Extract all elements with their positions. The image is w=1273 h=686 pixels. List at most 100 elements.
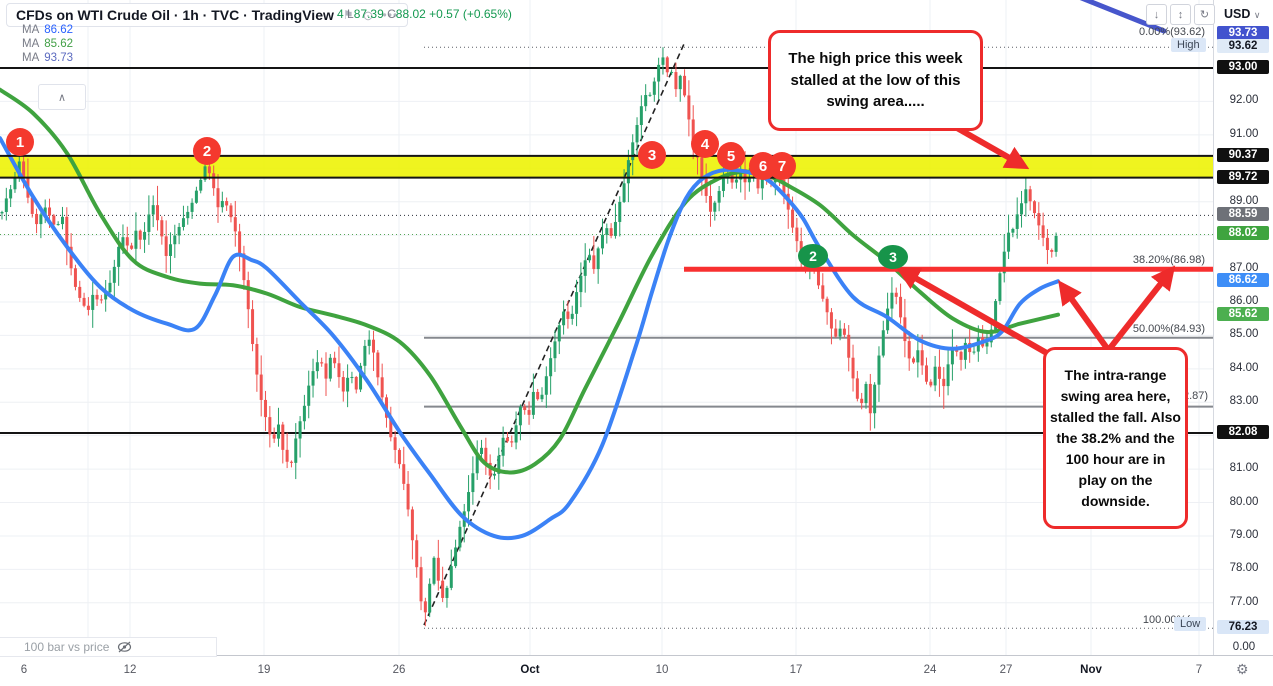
price-badge: 82.08 [1217,425,1269,439]
fib-label: 50.00%(84.93) [1133,323,1205,335]
bars-vs-price-label: 100 bar vs price [24,640,110,654]
callout-text: The intra-range swing area here, stalled… [1050,366,1181,509]
down-arrow-icon: ↓ [1153,8,1160,21]
eye-off-icon [118,641,132,653]
time-tick: 19 [257,664,271,676]
price-tick: 77.00 [1229,595,1259,608]
yellow-swing-area-band [0,155,1213,178]
time-tick: Nov [1080,664,1102,676]
ma-legend-row-3[interactable]: MA 93.73 [22,52,73,64]
ma-slow-line [0,87,1060,475]
time-tick: 17 [789,664,803,676]
time-tick: 6 [20,664,28,676]
reset-chart-button[interactable]: ↻ [1194,4,1215,25]
ohlc-change: +0.57 (+0.65%) [429,7,512,21]
time-tick: 12 [123,664,137,676]
symbol-title-pill[interactable]: CFDs on WTI Crude Oil · 1h · TVC · Tradi… [6,3,409,27]
red-number-marker [768,152,796,180]
flag-icon[interactable]: ⚑ [342,8,354,22]
price-tick: 84.00 [1229,361,1259,374]
green-number-marker [798,244,828,268]
maximize-button[interactable]: ↕ [1170,4,1191,25]
price-tick: 0.00 [1232,641,1256,653]
price-tick: 80.00 [1229,495,1259,508]
price-badge: 93.73 [1217,26,1269,40]
fib-label: 38.20%(86.98) [1133,254,1205,266]
price-badge: 88.02 [1217,226,1269,241]
bars-vs-price-toggle[interactable]: 100 bar vs price [0,637,217,657]
price-tick: 87.00 [1229,261,1259,274]
symbol-title: CFDs on WTI Crude Oil · 1h · TVC · Tradi… [16,7,334,23]
svg-text:2: 2 [809,248,817,264]
svg-text:3: 3 [648,147,656,164]
green-number-marker [878,245,908,269]
candles-layer [0,47,1058,627]
ohlc-high-tail: 4 [337,7,344,21]
ma-label: MA [22,24,40,36]
ma-value: 85.62 [44,38,74,50]
svg-text:6: 6 [759,158,767,175]
price-badge: 93.62 [1217,39,1269,53]
ohlc-close-value: 88.02 [395,7,426,21]
red-number-marker [717,142,745,170]
ma-label: MA [22,38,40,50]
dashed-trendline [423,43,685,626]
price-badge: 86.62 [1217,273,1269,288]
ma-legend-row-1[interactable]: MA 86.62 [22,24,73,36]
legend-collapse-button[interactable]: ∧ [38,84,86,110]
price-tick: 83.00 [1229,395,1259,408]
callout-text: The high price this week stalled at the … [788,49,963,111]
ma-value: 93.73 [44,52,74,64]
annotation-callout-high[interactable]: The high price this week stalled at the … [768,30,983,131]
annotation-arrow [895,266,1054,359]
price-tick: 81.00 [1229,462,1259,475]
currency-label: USD [1224,7,1251,21]
price-chart-canvas[interactable]: 0.00%(93.62) 38.20%(86.98) 50.00%(84.93) 2.… [0,0,1213,655]
ohlc-low-key: L [347,7,354,21]
reset-icon: ↻ [1199,9,1210,21]
annotation-callout-swing[interactable]: The intra-range swing area here, stalled… [1043,347,1188,529]
time-tick: 26 [392,664,406,676]
red-number-marker [6,128,34,156]
more-options-icon[interactable]: ••• [382,8,399,22]
time-scale-axis[interactable]: 6 12 19 26 Oct 10 17 24 27 Nov 7 [0,655,1273,686]
price-badge: 85.62 [1217,306,1269,321]
time-tick: 10 [655,664,669,676]
chevron-down-icon: ∨ [1253,10,1261,20]
annotation-arrow [1058,280,1112,353]
ma-label: MA [22,52,40,64]
red-number-marker [638,141,666,169]
svg-text:5: 5 [727,148,735,165]
price-scale-axis[interactable]: 92.00 91.00 89.00 87.00 86.00 85.00 84.00 83.00… [1213,0,1273,655]
currency-dropdown[interactable]: USD ∨ [1224,7,1260,21]
time-tick: 24 [923,664,937,676]
price-tick: 92.00 [1229,94,1259,107]
price-tick: 85.00 [1229,328,1259,341]
timescale-settings-gear-icon[interactable]: ⚙ [1236,661,1249,677]
price-badge: 88.59 [1217,207,1269,222]
eye-icon[interactable]: ⊙ [362,7,374,23]
price-badge: 76.23 [1217,620,1269,635]
red-number-marker [691,130,719,158]
price-badge: 93.00 [1217,60,1269,74]
ma-legend-row-2[interactable]: MA 85.62 [22,38,73,50]
ma-third-line [1079,0,1167,34]
fib-label: 0.00%(93.62) [1139,26,1205,38]
ma-value: 86.62 [44,24,74,36]
price-tick: 91.00 [1229,127,1259,140]
svg-text:1: 1 [16,134,24,151]
fib-label: 2.87) [1183,390,1208,402]
ohlc-close-key: C [387,7,396,21]
price-tick: 86.00 [1229,294,1259,307]
price-tick: 78.00 [1229,562,1259,575]
svg-text:4: 4 [701,136,710,153]
time-tick: 7 [1195,664,1203,676]
red-number-marker [193,137,221,165]
price-badge: 89.72 [1217,169,1269,184]
chevron-up-icon: ∧ [57,91,67,104]
scroll-to-recent-button[interactable]: ↓ [1146,4,1167,25]
annotation-arrow [1104,265,1176,354]
svg-text:2: 2 [203,143,211,160]
time-tick: 27 [999,664,1013,676]
ohlc-readout: 4 L87.39 C88.02 +0.57 (+0.65%) [337,7,512,21]
